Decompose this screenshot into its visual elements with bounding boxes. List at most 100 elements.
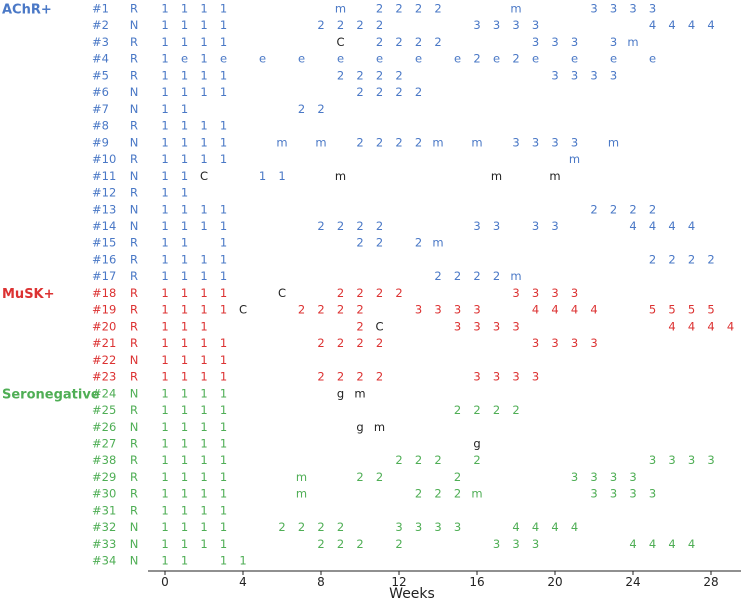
timeline-mark: 1 bbox=[181, 453, 188, 467]
timeline-mark: 3 bbox=[629, 470, 636, 484]
timeline-mark: 3 bbox=[551, 35, 558, 49]
patient-id: #4 bbox=[92, 52, 109, 66]
timeline-mark: m bbox=[354, 386, 365, 400]
patient-row: #25 R 1 1 1 1 2 2 2 2 bbox=[92, 403, 520, 417]
timeline-mark: 2 bbox=[376, 470, 383, 484]
patient-code: R bbox=[130, 68, 138, 82]
timeline-mark: m bbox=[276, 135, 287, 149]
timeline-mark: 1 bbox=[200, 537, 207, 551]
timeline-mark: e bbox=[532, 52, 539, 66]
patient-id: #25 bbox=[92, 403, 116, 417]
timeline-mark: 4 bbox=[629, 219, 636, 233]
timeline-mark: 2 bbox=[356, 336, 363, 350]
timeline-mark: 2 bbox=[337, 68, 344, 82]
timeline-mark: 1 bbox=[220, 386, 227, 400]
timeline-mark: 2 bbox=[668, 252, 675, 266]
timeline-mark: e bbox=[376, 52, 383, 66]
timeline-mark: 1 bbox=[181, 403, 188, 417]
timeline-mark: 2 bbox=[688, 252, 695, 266]
patient-code: N bbox=[130, 135, 139, 149]
timeline-mark: 1 bbox=[200, 353, 207, 367]
timeline-mark: 1 bbox=[161, 236, 168, 250]
timeline-mark: 1 bbox=[200, 303, 207, 317]
timeline-mark: m bbox=[335, 2, 346, 16]
timeline-mark: 3 bbox=[473, 18, 480, 32]
timeline-mark: 1 bbox=[220, 537, 227, 551]
timeline-mark: m bbox=[432, 135, 443, 149]
timeline-mark: e bbox=[454, 52, 461, 66]
timeline-mark: 2 bbox=[376, 336, 383, 350]
patient-code: N bbox=[130, 537, 139, 551]
timeline-mark: g bbox=[473, 436, 480, 450]
patient-row: #10 R 1 1 1 1 m bbox=[92, 152, 580, 166]
timeline-mark: m bbox=[296, 470, 307, 484]
timeline-mark: 1 bbox=[161, 269, 168, 283]
timeline-mark: 1 bbox=[200, 386, 207, 400]
timeline-mark: m bbox=[510, 269, 521, 283]
timeline-mark: 4 bbox=[512, 520, 519, 534]
timeline-mark: 1 bbox=[220, 403, 227, 417]
patient-code: N bbox=[130, 169, 139, 183]
timeline-mark: 4 bbox=[688, 319, 695, 333]
timeline-mark: 1 bbox=[161, 252, 168, 266]
x-axis-label: Weeks bbox=[389, 586, 435, 602]
timeline-mark: 3 bbox=[590, 68, 597, 82]
timeline-mark: e bbox=[259, 52, 266, 66]
timeline-mark: 2 bbox=[415, 236, 422, 250]
timeline-mark: 1 bbox=[161, 169, 168, 183]
patient-id: #33 bbox=[92, 537, 116, 551]
timeline-mark: 2 bbox=[298, 520, 305, 534]
group-labels: AChR+ MuSK+ Seronegative bbox=[2, 3, 100, 403]
patient-row: #24 N 1 1 1 1 g m bbox=[92, 386, 366, 400]
timeline-mark: 1 bbox=[181, 286, 188, 300]
timeline-mark: 1 bbox=[200, 470, 207, 484]
patient-row: #16 R 1 1 1 1 2 2 2 2 bbox=[92, 252, 715, 266]
timeline-mark: 1 bbox=[181, 537, 188, 551]
timeline-mark: 2 bbox=[512, 52, 519, 66]
timeline-mark: 2 bbox=[356, 85, 363, 99]
timeline-mark: 1 bbox=[181, 2, 188, 16]
timeline-mark: 2 bbox=[512, 403, 519, 417]
timeline-mark: m bbox=[549, 169, 560, 183]
timeline-mark: 4 bbox=[649, 18, 656, 32]
timeline-mark: 3 bbox=[454, 520, 461, 534]
patient-row: #2 N 1 1 1 1 2 2 2 2 3 3 3 3 4 4 4 4 bbox=[92, 18, 715, 32]
timeline-mark: 1 bbox=[181, 370, 188, 384]
timeline-mark: 1 bbox=[181, 152, 188, 166]
timeline-mark: 1 bbox=[161, 119, 168, 133]
patient-id: #14 bbox=[92, 219, 116, 233]
timeline-mark: 4 bbox=[571, 303, 578, 317]
timeline-mark: 2 bbox=[434, 35, 441, 49]
timeline-mark: 2 bbox=[317, 520, 324, 534]
patient-id: #18 bbox=[92, 286, 116, 300]
timeline-mark: 1 bbox=[181, 487, 188, 501]
timeline-mark: 1 bbox=[181, 353, 188, 367]
patient-code: R bbox=[130, 236, 138, 250]
timeline-mark: 1 bbox=[181, 85, 188, 99]
timeline-mark: 3 bbox=[571, 68, 578, 82]
timeline-mark: 4 bbox=[629, 537, 636, 551]
x-tick-label: 12 bbox=[391, 575, 406, 589]
timeline-mark: 1 bbox=[161, 453, 168, 467]
timeline-mark: 1 bbox=[181, 252, 188, 266]
patient-code: N bbox=[130, 520, 139, 534]
patient-row: #9 N 1 1 1 1 m m 2 2 2 2 m m 3 3 3 3 m bbox=[92, 135, 619, 149]
timeline-mark: 1 bbox=[161, 554, 168, 568]
patient-row: #32 N 1 1 1 1 2 2 2 2 3 3 3 3 4 4 4 4 bbox=[92, 520, 578, 534]
timeline-mark: 1 bbox=[181, 319, 188, 333]
timeline-mark: 5 bbox=[707, 303, 714, 317]
timeline-mark: m bbox=[374, 420, 385, 434]
timeline-mark: 1 bbox=[200, 370, 207, 384]
patient-code: R bbox=[130, 370, 138, 384]
timeline-mark: 1 bbox=[200, 269, 207, 283]
timeline-mark: 1 bbox=[161, 370, 168, 384]
patient-row: #29 R 1 1 1 1 m 2 2 2 3 3 3 3 bbox=[92, 470, 637, 484]
timeline-mark: 1 bbox=[181, 554, 188, 568]
patient-id: #9 bbox=[92, 135, 109, 149]
timeline-mark: 4 bbox=[727, 319, 734, 333]
patient-row: #1 R 1 1 1 1 m 2 2 2 2 m 3 3 3 3 bbox=[92, 2, 656, 16]
timeline-mark: 4 bbox=[707, 319, 714, 333]
timeline-mark: 2 bbox=[337, 336, 344, 350]
timeline-mark: 1 bbox=[161, 319, 168, 333]
timeline-mark: 2 bbox=[415, 85, 422, 99]
